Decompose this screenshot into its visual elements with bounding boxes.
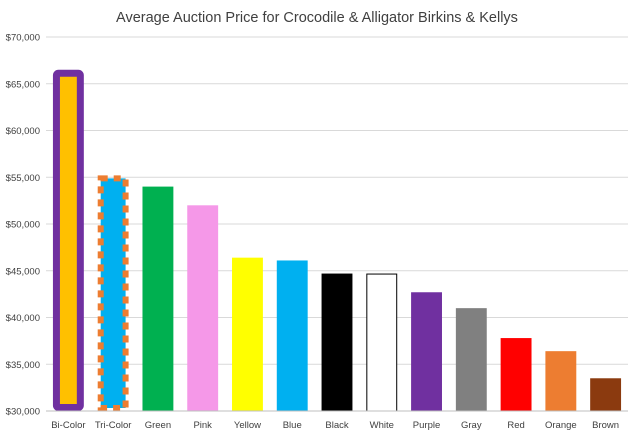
- bar-gray: [455, 308, 487, 411]
- y-tick-label: $45,000: [6, 266, 40, 277]
- x-tick-label: Bi-Color: [51, 420, 85, 431]
- chart-title: Average Auction Price for Crocodile & Al…: [116, 10, 518, 26]
- y-tick-label: $55,000: [6, 173, 40, 184]
- bar-yellow: [232, 257, 263, 411]
- x-tick-label: Pink: [193, 420, 212, 431]
- x-tick-label: Black: [325, 420, 348, 431]
- bar-tri-color: [97, 175, 129, 411]
- bar-green: [142, 186, 174, 411]
- x-tick-label: Gray: [461, 420, 482, 431]
- x-tick-label: Green: [145, 420, 171, 431]
- bar-bi-color: [52, 69, 84, 411]
- x-tick-label: Purple: [413, 420, 440, 431]
- x-axis: Bi-Color Tri-Color Green Pink Yellow Blue Blac…: [46, 410, 628, 431]
- y-tick-label: $70,000: [6, 33, 40, 44]
- y-tick-label: $50,000: [6, 220, 40, 231]
- y-tick-label: $35,000: [6, 360, 40, 371]
- bar-pink: [187, 205, 219, 411]
- y-tick-label: $65,000: [6, 79, 40, 90]
- y-tick-label: $60,000: [6, 126, 40, 137]
- y-tick-label: $30,000: [6, 407, 40, 418]
- y-tick-label: $40,000: [6, 313, 40, 324]
- x-tick-label: Orange: [545, 420, 577, 431]
- x-tick-label: Tri-Color: [95, 420, 132, 431]
- bar-white: [366, 273, 398, 412]
- x-tick-label: Yellow: [234, 420, 261, 431]
- x-tick-label: White: [370, 420, 394, 431]
- bar-orange: [545, 351, 577, 411]
- y-axis: $30,000 $35,000 $40,000 $45,000 $50,000 $55,0…: [6, 33, 40, 418]
- x-tick-label: Red: [507, 420, 524, 431]
- x-tick-label: Blue: [283, 420, 302, 431]
- x-tick-label: Brown: [592, 420, 619, 431]
- bar-blue: [276, 260, 308, 411]
- bar-red: [500, 338, 532, 411]
- bars: [52, 69, 622, 412]
- bar-brown: [590, 378, 622, 411]
- bar-black: [321, 273, 353, 411]
- bar-purple: [411, 292, 442, 411]
